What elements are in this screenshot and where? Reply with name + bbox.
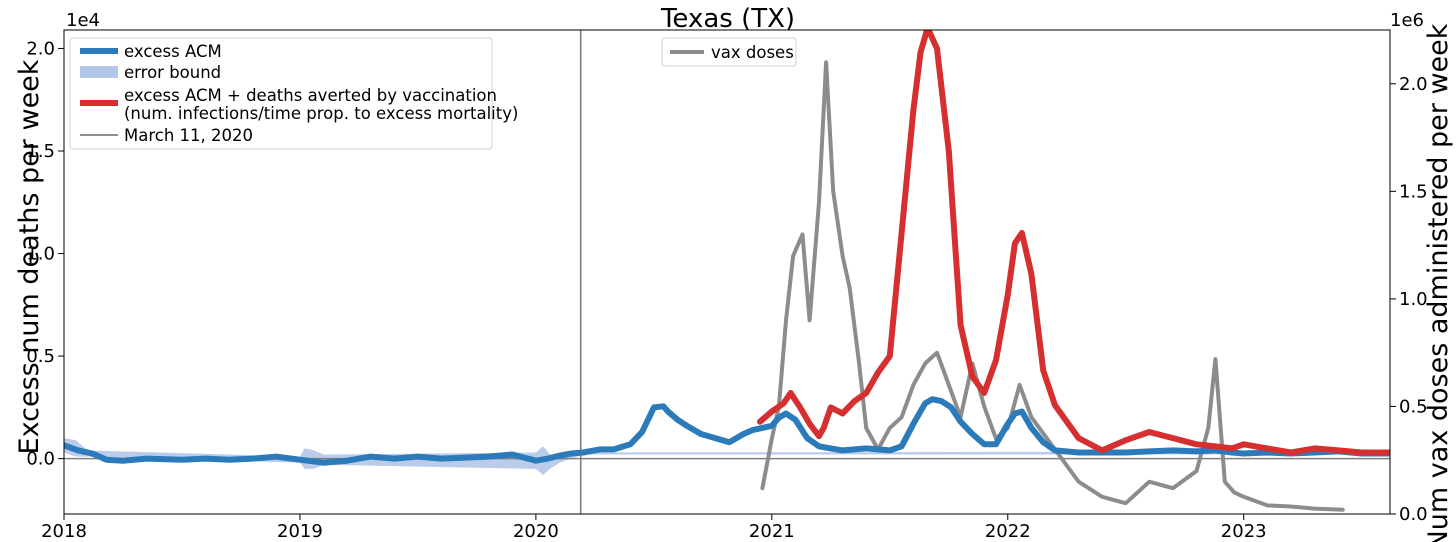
- y-right-tick-label: 0.5: [1399, 396, 1428, 417]
- legend-label-march-11: March 11, 2020: [124, 126, 253, 145]
- y-axis-left-title: Excess num deaths per week: [14, 59, 45, 454]
- x-tick-label: 2022: [985, 521, 1031, 542]
- y-axis-left-ticks: 0.0 0.5 1.0 1.5 2.0: [26, 38, 64, 470]
- y-right-tick-label: 1.0: [1399, 289, 1428, 310]
- legend-left-box: [69, 37, 493, 150]
- y-left-tick-label: 2.0: [26, 38, 55, 59]
- x-tick-label: 2021: [749, 521, 795, 542]
- y-left-tick-label: 0.0: [26, 449, 55, 470]
- y-axis-right-title: Num vax doses administered per week: [1423, 23, 1454, 542]
- x-tick-label: 2019: [277, 521, 323, 542]
- y-left-tick-label: 0.5: [26, 346, 55, 367]
- left-axis-multiplier: 1e4: [66, 10, 100, 31]
- error-bound-layer: [64, 438, 1390, 475]
- y-left-tick-label: 1.5: [26, 141, 55, 162]
- legend-right: vax doses: [661, 37, 797, 67]
- chart-title: Texas (TX): [660, 4, 795, 34]
- legend-right-box: [661, 37, 797, 67]
- legend-swatch-error-bound: [80, 66, 118, 78]
- x-tick-label: 2023: [1221, 521, 1267, 542]
- excess-acm-line: [64, 396, 1390, 466]
- y-right-tick-label: 0.0: [1399, 504, 1428, 525]
- y-axis-right-ticks: 0.0 0.5 1.0 1.5 2.0: [1390, 74, 1428, 525]
- error-bound-area: [64, 438, 1390, 475]
- x-tick-label: 2020: [513, 521, 559, 542]
- right-axis-multiplier: 1e6: [1390, 10, 1424, 31]
- x-tick-label: 2018: [41, 521, 87, 542]
- y-right-tick-label: 2.0: [1399, 74, 1428, 95]
- series-lines: [64, 30, 1390, 512]
- vax-doses-line: [760, 60, 1345, 512]
- legend-label-excess-acm: excess ACM: [124, 42, 222, 61]
- x-axis-ticks: 2018 2019 2020 2021 2022 2023: [41, 514, 1267, 542]
- legend-label-error-bound: error bound: [124, 63, 221, 82]
- legend-left: excess ACM error bound excess ACM + deat…: [69, 37, 518, 150]
- y-left-tick-label: 1.0: [26, 244, 55, 265]
- legend-label-averted: excess ACM + deaths averted by vaccinati…: [124, 86, 497, 105]
- legend-label-vax-doses: vax doses: [711, 43, 794, 62]
- plot-frame: [63, 29, 1391, 515]
- excess-acm-plus-averted-line: [757, 30, 1390, 456]
- y-right-tick-label: 1.5: [1399, 181, 1428, 202]
- legend-label-averted-line2: (num. infections/time prop. to excess mo…: [124, 104, 518, 123]
